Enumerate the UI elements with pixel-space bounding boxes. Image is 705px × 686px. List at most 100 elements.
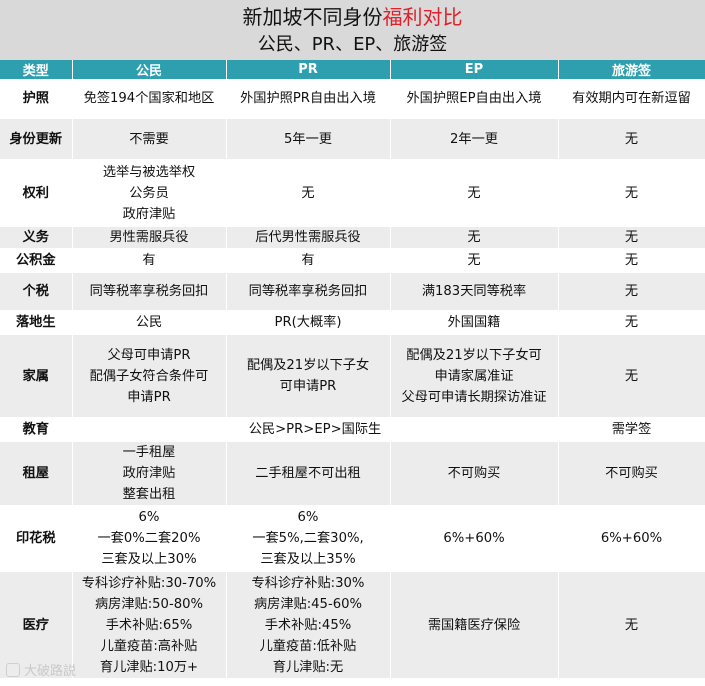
cell-line: 手术补贴:65% (105, 617, 193, 633)
table-cell: 男性需服兵役 (72, 226, 227, 250)
header-ep: EP (390, 60, 559, 79)
table-cell: 有 (72, 249, 227, 273)
cell-line: 父母可申请PR (107, 347, 191, 363)
cell-line: 公务员 (129, 185, 169, 201)
row-category: 护照 (0, 79, 73, 119)
table-cell: 免签194个国家和地区 (72, 79, 227, 119)
table-cell: 不需要 (72, 118, 227, 161)
main-title: 新加坡不同身份福利对比 (0, 4, 705, 30)
table-cell: 无 (226, 160, 391, 227)
table-cell: 无 (390, 226, 559, 250)
table-cell: 有效期内可在新逗留 (558, 79, 705, 119)
table-cell: 无 (558, 160, 705, 227)
header-pr: PR (226, 60, 391, 79)
cell-line: 病房津贴:50-80% (94, 596, 204, 612)
cell-line: 6%+60% (600, 531, 663, 546)
table-cell: 6%+60% (558, 506, 705, 572)
table-row: 权利 选举与被选举权 公务员 政府津贴无无无 (0, 160, 705, 227)
table-cell: 无 (558, 311, 705, 335)
cell-line: 育儿津贴:无 (272, 659, 344, 675)
cell-line: 男性需服兵役 (109, 230, 189, 245)
cell-line: 父母可申请长期探访准证 (401, 389, 547, 405)
header-tourist: 旅游签 (558, 60, 705, 79)
table-cell: 同等税率享税务回扣 (72, 272, 227, 312)
table-cell: 选举与被选举权 公务员 政府津贴 (72, 160, 227, 227)
comparison-table: 类型 公民 PR EP 旅游签 护照 免签194个国家和地区 外国护照PR自由出入境… (0, 60, 705, 680)
table-cell: 配偶及21岁以下子女可 申请家属准证 父母可申请长期探访准证 (390, 334, 559, 419)
table-cell: 外国护照PR自由出入境 (226, 79, 391, 119)
cell-line: 儿童疫苗:高补贴 (100, 638, 198, 654)
cell-line: 儿童疫苗:低补贴 (259, 638, 357, 654)
cell-line: 无 (624, 315, 639, 330)
cell-line: 三套及以上30% (101, 552, 197, 567)
cell-line: 可申请PR (279, 379, 337, 394)
table-cell: 不可购买 (390, 441, 559, 507)
cell-line: 同等税率享税务回扣 (248, 284, 368, 299)
table-cell: 无 (558, 272, 705, 312)
cell-line: 政府津贴 (122, 466, 176, 481)
subtitle: 公民、PR、EP、旅游签 (257, 34, 448, 55)
cell-line: 一套0%二套20% (97, 531, 201, 546)
cell-line: 不可购买 (605, 466, 658, 481)
cell-line: 无 (467, 253, 481, 268)
cell-line: 5年一更 (284, 131, 332, 147)
table-cell: 有 (226, 249, 391, 273)
table-row: 身份更新 不需要 5年一更 2年一更 无 (0, 118, 705, 161)
table-cell: 一手租屋 政府津贴 整套出租 (72, 441, 227, 507)
table-row: 教育 公民>PR>EP>国际生 需学签 (0, 418, 705, 442)
cell-line: 免签194个国家和地区 (83, 90, 215, 106)
cell-line: 无 (624, 185, 639, 201)
cell-line: 病房津贴:45-60% (253, 596, 363, 612)
table-cell: 无 (558, 571, 705, 680)
table-cell: 公民 (72, 311, 227, 335)
row-category: 印花税 (0, 506, 73, 572)
title-block: 新加坡不同身份福利对比 公民、PR、EP、旅游签 (0, 0, 705, 60)
table-cell: 无 (558, 226, 705, 250)
table-cell: 2年一更 (390, 118, 559, 161)
cell-line: 一套5%,二套30%, (252, 531, 364, 546)
cell-line: 有 (301, 253, 315, 268)
table-row: 医疗 专科诊疗补贴:30-70% 病房津贴:50-80% 手术补贴:65% 儿童疫苗:高… (0, 571, 705, 680)
cell-line: 政府津贴 (122, 206, 176, 222)
cell-line: 配偶及21岁以下子女 (246, 358, 370, 373)
cell-line: 有 (142, 253, 156, 268)
cell-line: 无 (624, 284, 639, 299)
cell-line: 申请PR (127, 389, 171, 405)
table-cell: 需学签 (558, 418, 705, 442)
table-cell: 配偶及21岁以下子女 可申请PR (226, 334, 391, 419)
table-cell: 需国籍医疗保险 (390, 571, 559, 680)
table-cell: 无 (390, 249, 559, 273)
row-category: 落地生 (0, 311, 73, 335)
cell-line: 无 (301, 185, 315, 201)
cell-line: 无 (624, 131, 639, 147)
cell-line: 一手租屋 (122, 445, 176, 460)
row-category: 个税 (0, 272, 73, 312)
cell-line: 6% (297, 510, 319, 525)
row-category: 租屋 (0, 441, 73, 507)
table-cell: 父母可申请PR 配偶子女符合条件可 申请PR (72, 334, 227, 419)
table-cell: 二手租屋不可出租 (226, 441, 391, 507)
table-row: 义务 男性需服兵役 后代男性需服兵役 无 无 (0, 226, 705, 250)
table-row: 公积金 有 有 无 无 (0, 249, 705, 273)
cell-line: 无 (624, 368, 639, 384)
table-cell: 公民>PR>EP>国际生 (72, 418, 559, 442)
header-type: 类型 (0, 60, 73, 79)
row-category: 医疗 (0, 571, 73, 680)
table-cell: 无 (390, 160, 559, 227)
header-citizen: 公民 (72, 60, 227, 79)
table-cell: 5年一更 (226, 118, 391, 161)
table-cell: 6%+60% (390, 506, 559, 572)
cell-line: 2年一更 (450, 131, 498, 147)
table-cell: PR(大概率) (226, 311, 391, 335)
cell-line: 无 (624, 253, 639, 268)
cell-line: 无 (624, 230, 639, 245)
cell-line: PR(大概率) (274, 315, 342, 330)
cell-line: 申请家属准证 (434, 368, 514, 384)
cell-line: 需国籍医疗保险 (427, 617, 521, 633)
cell-line: 6%+60% (443, 531, 505, 546)
watermark-text: 大破路説 (24, 664, 77, 679)
cell-line: 三套及以上35% (260, 552, 356, 567)
cell-line: 无 (467, 185, 481, 201)
table-cell: 外国护照EP自由出入境 (390, 79, 559, 119)
cell-line: 配偶子女符合条件可 (89, 368, 209, 384)
